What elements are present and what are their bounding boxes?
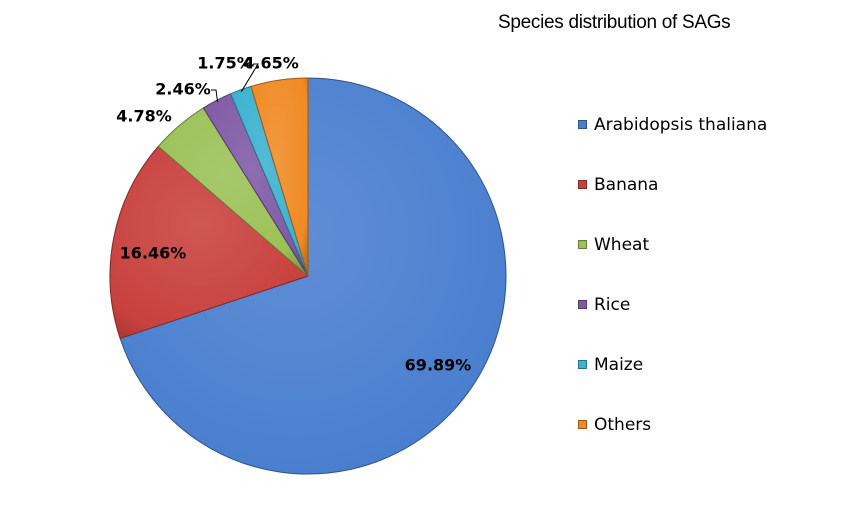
- legend-swatch: [578, 360, 587, 369]
- legend-label: Arabidopsis thaliana: [594, 115, 768, 135]
- data-label-arabidopsis-thaliana: 69.89%: [405, 356, 472, 375]
- pie-slice-others: [250, 77, 309, 277]
- data-label-wheat: 4.78%: [116, 107, 172, 126]
- pie-slice-arabidopsis-thaliana: [119, 77, 507, 475]
- legend-swatch: [578, 120, 587, 129]
- legend-swatch: [578, 240, 587, 249]
- legend-swatch: [578, 300, 587, 309]
- legend-label: Others: [594, 415, 652, 435]
- legend-swatch: [578, 180, 587, 189]
- leader-line-rice: [211, 89, 219, 103]
- legend-swatch: [578, 420, 587, 429]
- legend-label: Rice: [594, 295, 631, 315]
- pie-slice-banana: [109, 145, 309, 340]
- data-label-maize: 1.75%: [197, 54, 253, 73]
- data-label-banana: 16.46%: [120, 244, 187, 263]
- legend-label: Wheat: [594, 235, 650, 255]
- leader-line-maize: [240, 63, 259, 92]
- data-label-rice: 2.46%: [155, 80, 211, 99]
- legend-label: Maize: [594, 355, 644, 375]
- legend-label: Banana: [594, 175, 659, 195]
- chart-title: Species distribution of SAGs: [498, 12, 731, 33]
- data-label-others: 4.65%: [243, 54, 299, 73]
